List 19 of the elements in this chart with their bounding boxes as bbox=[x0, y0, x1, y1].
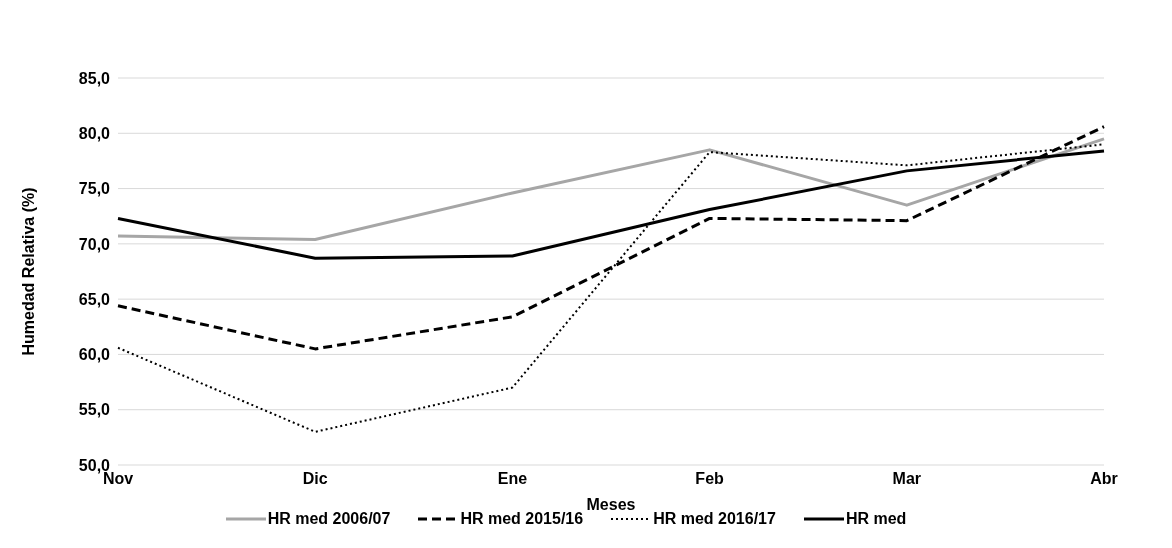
y-tick-label: 70,0 bbox=[78, 235, 111, 253]
y-tick-label: 80,0 bbox=[78, 124, 111, 142]
y-tick-label: 85,0 bbox=[78, 69, 111, 87]
y-axis-title: Humedad Relativa (%) bbox=[19, 187, 37, 356]
y-tick-label: 55,0 bbox=[78, 401, 111, 419]
legend-label: HR med bbox=[844, 510, 907, 528]
x-tick-label: Dic bbox=[302, 470, 328, 488]
x-tick-label: Ene bbox=[497, 470, 528, 488]
x-tick-label: Feb bbox=[695, 470, 725, 488]
x-tick-label: Abr bbox=[1090, 470, 1118, 488]
legend-label: HR med 2006/07 bbox=[266, 510, 391, 528]
line-series bbox=[116, 137, 1106, 241]
y-tick-label: 65,0 bbox=[78, 290, 111, 308]
y-tick-label: 60,0 bbox=[78, 346, 111, 364]
x-axis-title: Meses bbox=[586, 496, 636, 513]
legend-label: HR med 2015/16 bbox=[459, 510, 584, 528]
x-tick-label: Mar bbox=[892, 470, 922, 488]
y-tick-label: 75,0 bbox=[78, 180, 111, 198]
legend-label: HR med 2016/17 bbox=[653, 510, 776, 527]
